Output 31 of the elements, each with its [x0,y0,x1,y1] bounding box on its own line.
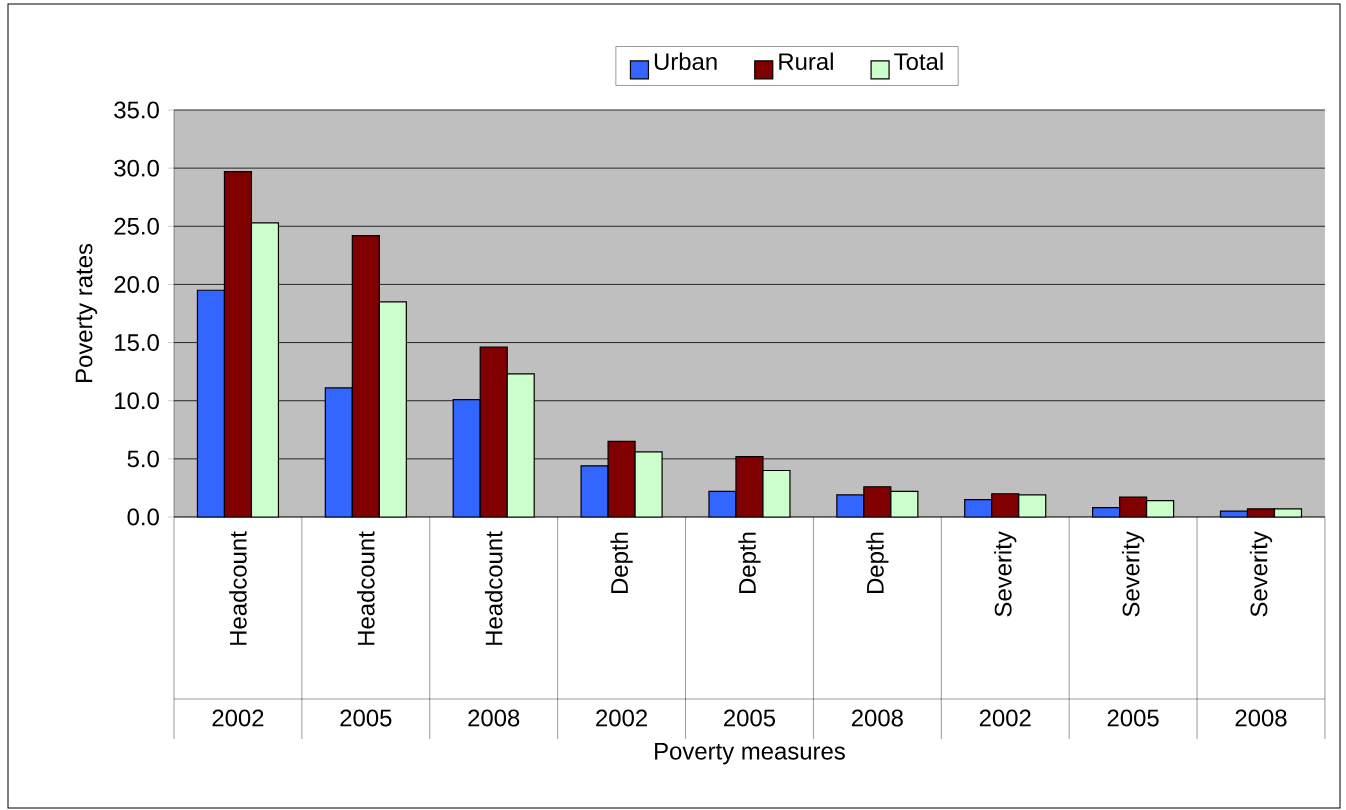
y-tick-label: 15.0 [115,334,159,352]
legend-label: Total [894,52,943,71]
text: 2002 [212,709,264,727]
y-tick-label: 10.0 [115,392,159,410]
text: 2008 [1235,709,1287,727]
y-tick-label: 25.0 [114,217,159,235]
x-tick-label: Severity [1249,531,1273,617]
text: 2005 [340,709,392,727]
text: 2008 [851,709,903,727]
y-tick-label: 5.0 [127,450,159,468]
x-tick-label: Depth [866,532,889,593]
x-tick-label: Headcount [357,531,375,645]
legend-label: Rural [779,52,833,71]
y-axis-title: Poverty rates [75,243,98,382]
x-axis-title: Poverty measures [655,742,845,765]
x-tick-label: Headcount [484,531,503,645]
y-tick-label: 0.0 [127,508,159,526]
text: 2005 [1107,709,1159,727]
y-tick-label: 20.0 [114,275,159,293]
text: 2002 [596,709,647,727]
x-tick-label: Depth [610,532,633,593]
legend-label: Urban [654,52,717,71]
x-tick-label: Headcount [229,531,247,645]
y-tick-label: 30.0 [114,159,159,177]
text: 2002 [979,709,1031,727]
x-tick-label: Severity [994,531,1017,617]
y-tick-label: 35.0 [114,101,159,119]
x-tick-label: Severity [1121,531,1145,617]
text: 2005 [724,709,776,727]
text: 2008 [468,709,520,727]
x-tick-label: Depth [738,532,761,593]
